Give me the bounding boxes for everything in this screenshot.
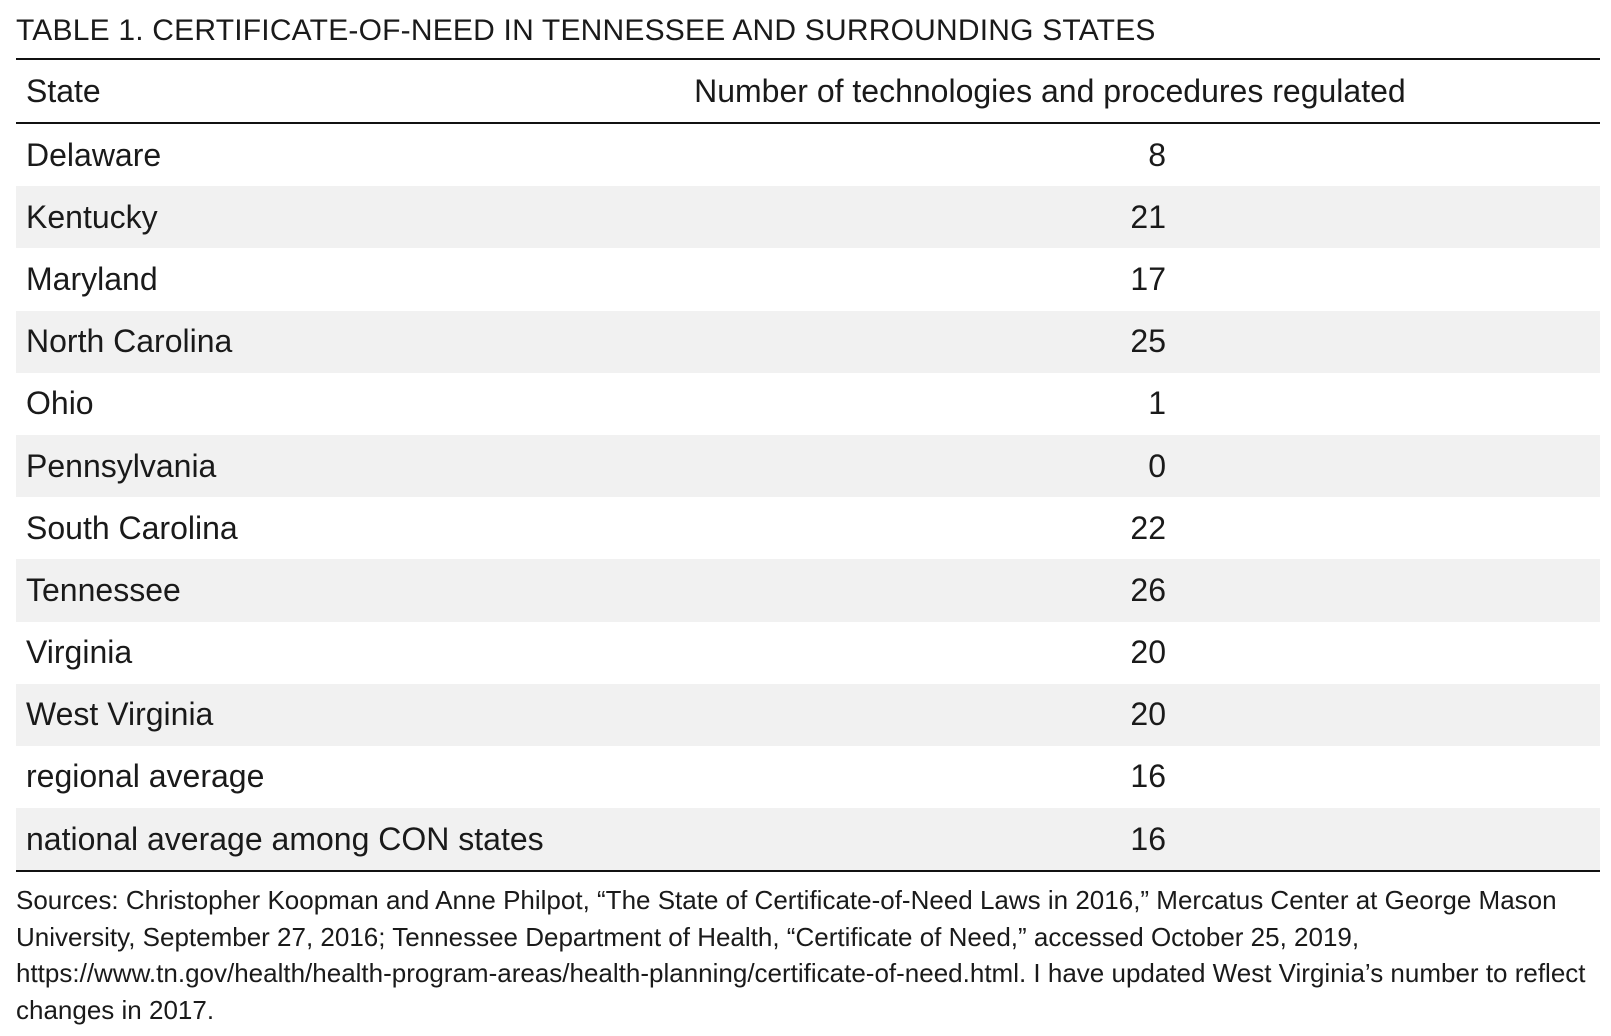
table-row: national average among CON states 16 bbox=[16, 808, 1600, 873]
state-cell: Tennessee bbox=[16, 559, 687, 622]
state-cell: Pennsylvania bbox=[16, 434, 687, 498]
state-cell: Ohio bbox=[26, 385, 94, 422]
table-row: West Virginia 20 bbox=[16, 683, 1600, 746]
state-cell: South Carolina bbox=[26, 509, 238, 546]
count-cell: 16 bbox=[686, 808, 1600, 873]
state-cell: regional average bbox=[26, 758, 265, 795]
state-cell: Virginia bbox=[26, 634, 133, 671]
column-header-count: Number of technologies and procedures re… bbox=[686, 60, 1600, 124]
count-cell: 16 bbox=[1130, 758, 1166, 795]
table-row: North Carolina 25 bbox=[16, 310, 1600, 373]
table-row: regional average 16 bbox=[16, 746, 1600, 808]
table-row: Delaware 8 bbox=[16, 123, 1600, 186]
sources-note: Sources: Christopher Koopman and Anne Ph… bbox=[16, 885, 1586, 1025]
state-cell: Maryland bbox=[26, 260, 158, 297]
count-cell: 21 bbox=[686, 186, 1600, 249]
count-cell: 26 bbox=[686, 559, 1600, 622]
table-row: Virginia 20 bbox=[16, 622, 1600, 684]
table-row: Kentucky 21 bbox=[16, 186, 1600, 249]
table-row: Tennessee 26 bbox=[16, 559, 1600, 622]
column-header-state: State bbox=[16, 60, 687, 124]
count-cell: 25 bbox=[686, 310, 1600, 373]
count-cell: 17 bbox=[1130, 260, 1166, 297]
table-row: Ohio 1 bbox=[16, 373, 1600, 435]
table-row: Pennsylvania 0 bbox=[16, 434, 1600, 498]
con-table: State Number of technologies and procedu… bbox=[16, 60, 1600, 873]
state-cell: West Virginia bbox=[16, 683, 687, 746]
state-cell: national average among CON states bbox=[16, 808, 687, 873]
state-cell: Delaware bbox=[26, 136, 162, 173]
table-row: South Carolina 22 bbox=[16, 497, 1600, 559]
table-figure: TABLE 1. CERTIFICATE-OF-NEED IN TENNESSE… bbox=[16, 10, 1600, 1028]
count-cell: 8 bbox=[1148, 136, 1166, 173]
count-cell: 22 bbox=[1130, 509, 1166, 546]
count-cell: 0 bbox=[686, 434, 1600, 498]
table-row: Maryland 17 bbox=[16, 248, 1600, 310]
count-cell: 20 bbox=[686, 683, 1600, 746]
table-title: TABLE 1. CERTIFICATE-OF-NEED IN TENNESSE… bbox=[16, 10, 1600, 60]
state-cell: Kentucky bbox=[16, 186, 687, 249]
state-cell: North Carolina bbox=[16, 310, 687, 373]
table-header-row: State Number of technologies and procedu… bbox=[16, 60, 1600, 124]
count-cell: 1 bbox=[1148, 385, 1166, 422]
count-cell: 20 bbox=[1130, 634, 1166, 671]
